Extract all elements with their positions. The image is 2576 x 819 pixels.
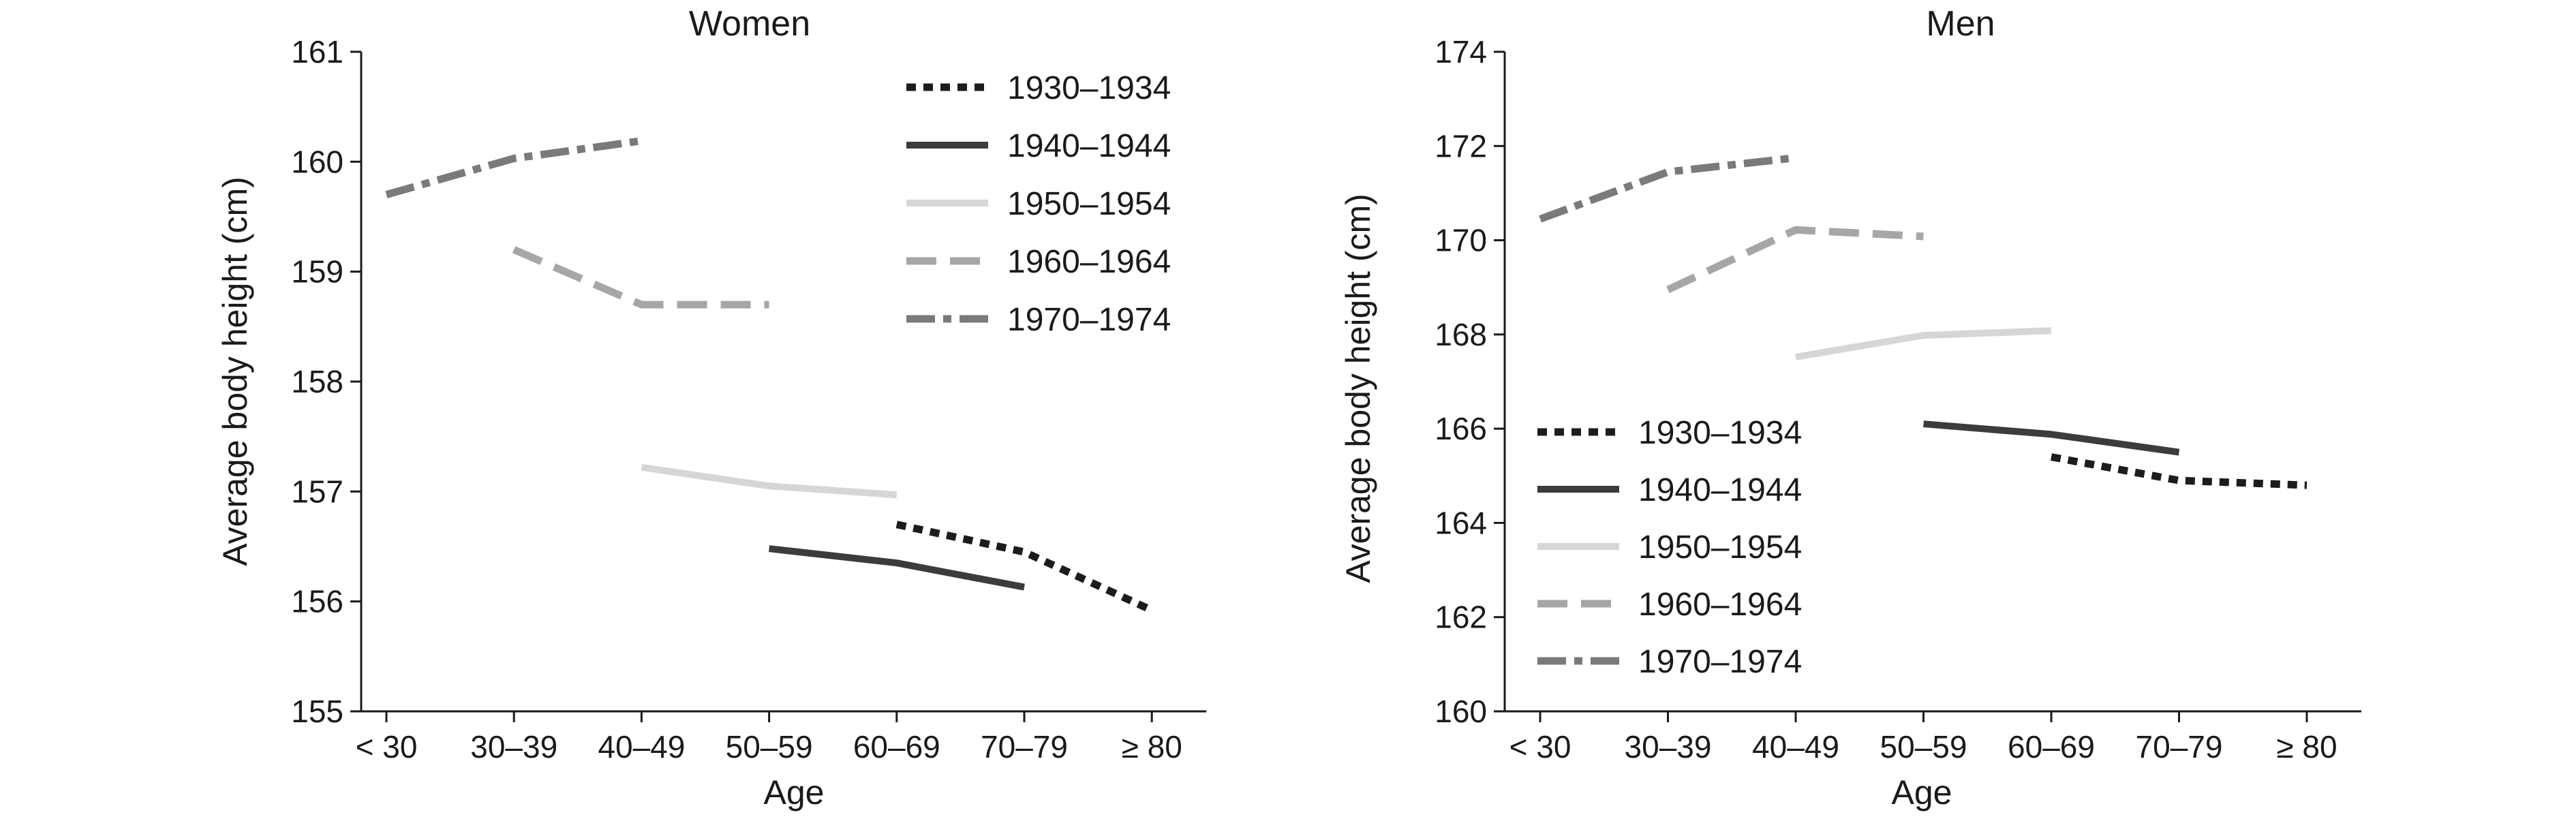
legend-label: 1950–1954 bbox=[1638, 529, 1802, 566]
y-tick-label: 160 bbox=[291, 144, 343, 179]
chart-panel-men: Men Age Average body height (cm) 1601621… bbox=[1339, 4, 2361, 812]
legend-label: 1960–1964 bbox=[1007, 244, 1171, 280]
x-tick-label: 50–59 bbox=[726, 729, 813, 764]
y-axis-label: Average body height (cm) bbox=[216, 176, 254, 566]
series-line-1950-1954 bbox=[641, 463, 898, 499]
series-line-1930-1934 bbox=[895, 521, 1154, 614]
series-line-1940-1944 bbox=[1923, 420, 2180, 456]
y-tick-label: 174 bbox=[1435, 34, 1487, 69]
y-tick-label: 159 bbox=[291, 254, 343, 290]
x-tick-label: < 30 bbox=[356, 729, 418, 764]
x-tick-label: 30–39 bbox=[470, 729, 557, 764]
series-line-1950-1954 bbox=[1795, 327, 2052, 360]
x-tick-label: 40–49 bbox=[598, 729, 685, 764]
chart-title: Women bbox=[689, 4, 810, 44]
y-tick-label: 157 bbox=[291, 474, 343, 509]
x-tick-label: 60–69 bbox=[2008, 729, 2095, 764]
y-tick-label: 164 bbox=[1435, 505, 1487, 540]
legend: 1930–1934 1940–1944 1950–1954 1960–1964 1970… bbox=[1537, 415, 1802, 680]
legend-label: 1970–1974 bbox=[1007, 302, 1171, 338]
legend-label: 1930–1934 bbox=[1007, 70, 1171, 106]
chart-panel-women: Women Age Average body height (cm) 15515… bbox=[216, 4, 1207, 812]
x-tick-label: 70–79 bbox=[2136, 729, 2223, 764]
series-line-1970-1974 bbox=[1539, 154, 1796, 223]
legend: 1930–1934 1940–1944 1950–1954 1960–1964 1970… bbox=[906, 70, 1171, 338]
series-line-1960-1964 bbox=[512, 246, 769, 309]
x-tick-label: 50–59 bbox=[1880, 729, 1967, 764]
legend-label: 1940–1944 bbox=[1007, 128, 1171, 164]
legend-label: 1930–1934 bbox=[1638, 415, 1802, 451]
series-line-1930-1934 bbox=[2051, 453, 2307, 489]
y-tick-label: 161 bbox=[291, 34, 343, 69]
y-tick-label: 170 bbox=[1435, 223, 1487, 258]
legend-label: 1960–1964 bbox=[1638, 587, 1802, 623]
y-tick-label: 158 bbox=[291, 364, 343, 399]
chart-title: Men bbox=[1926, 4, 1995, 44]
series-group bbox=[1539, 154, 2307, 489]
series-line-1940-1944 bbox=[769, 545, 1025, 591]
x-tick-label: ≥ 80 bbox=[1122, 729, 1182, 764]
axes: 160 162 164 166 168 170 172 174 < 30 30–39 40–49 50… bbox=[1435, 34, 2361, 764]
x-axis-label: Age bbox=[764, 773, 825, 812]
series-line-1960-1964 bbox=[1666, 226, 1924, 294]
legend-label: 1940–1944 bbox=[1638, 472, 1802, 508]
x-tick-label: 40–49 bbox=[1752, 729, 1839, 764]
series-line-1970-1974 bbox=[385, 137, 643, 198]
axes: 155 156 157 158 159 160 161 < 30 30–39 40–49 50–59… bbox=[291, 34, 1207, 764]
y-tick-label: 172 bbox=[1435, 128, 1487, 164]
series-group bbox=[385, 137, 1154, 614]
y-tick-label: 162 bbox=[1435, 600, 1487, 635]
y-tick-label: 168 bbox=[1435, 317, 1487, 352]
y-tick-label: 155 bbox=[291, 694, 343, 729]
y-tick-label: 160 bbox=[1435, 694, 1487, 729]
legend-label: 1950–1954 bbox=[1007, 186, 1171, 222]
y-tick-label: 156 bbox=[291, 584, 343, 619]
legend-label: 1970–1974 bbox=[1638, 644, 1802, 680]
x-tick-label: 30–39 bbox=[1625, 729, 1712, 764]
x-tick-label: ≥ 80 bbox=[2276, 729, 2337, 764]
y-tick-label: 166 bbox=[1435, 411, 1487, 446]
x-tick-label: < 30 bbox=[1509, 729, 1571, 764]
x-tick-label: 70–79 bbox=[981, 729, 1068, 764]
x-tick-label: 60–69 bbox=[853, 729, 940, 764]
x-axis-label: Age bbox=[1892, 773, 1952, 812]
y-axis-label: Average body height (cm) bbox=[1339, 194, 1377, 583]
